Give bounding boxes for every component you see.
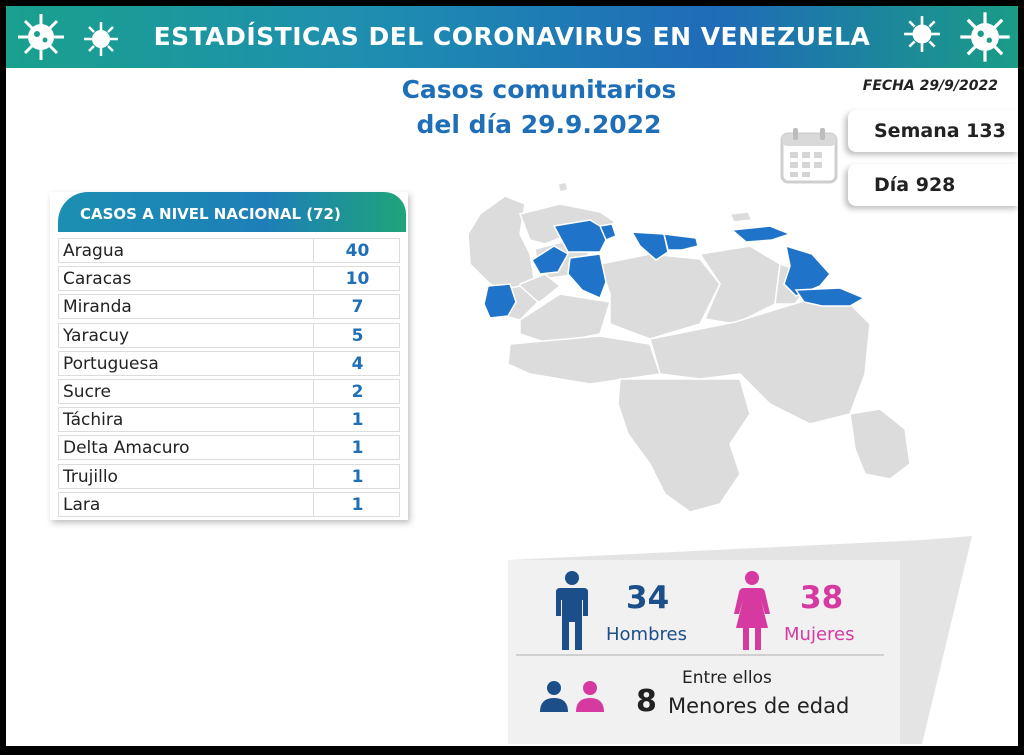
table-header: CASOS A NIVEL NACIONAL (72) bbox=[58, 192, 406, 232]
venezuela-map bbox=[467, 181, 911, 513]
minors-icon bbox=[540, 681, 604, 712]
map-state-nueva-esparta bbox=[728, 211, 754, 223]
gender-stats: 34 Hombres 38 Mujeres Entre ellos 8 Meno… bbox=[502, 526, 976, 746]
case-count: 1 bbox=[313, 464, 401, 488]
map-state-trujillo-highlight bbox=[530, 245, 570, 275]
subtitle-line-2: del día 29.9.2022 bbox=[416, 110, 662, 139]
map-state-aragua bbox=[630, 231, 669, 261]
map-state-zulia bbox=[467, 195, 536, 293]
infographic: ESTADÍSTICAS DEL CORONAVIRUS EN VENEZUEL… bbox=[6, 6, 1018, 746]
state-name: Lara bbox=[63, 494, 101, 515]
table-row: Trujillo 1 bbox=[58, 463, 401, 489]
state-name: Portuguesa bbox=[63, 353, 159, 374]
divider bbox=[516, 654, 884, 656]
table-row: Miranda 7 bbox=[58, 294, 401, 320]
map-state-miranda bbox=[663, 233, 699, 251]
case-count: 4 bbox=[313, 351, 401, 375]
map-state-anzoategui bbox=[698, 245, 781, 325]
state-name: Miranda bbox=[63, 297, 132, 318]
table-row: Aragua 40 bbox=[58, 238, 400, 263]
women-label: Mujeres bbox=[784, 624, 855, 645]
case-count: 1 bbox=[313, 436, 401, 460]
page-subtitle: Casos comunitarios del día 29.9.2022 bbox=[346, 72, 732, 142]
table-row: Sucre 2 bbox=[58, 379, 400, 404]
table-row: Yaracuy 5 bbox=[58, 322, 401, 348]
table-row: Lara 1 bbox=[58, 491, 401, 517]
table-row: Delta Amacuro 1 bbox=[58, 435, 401, 461]
map-state-yaracuy bbox=[598, 223, 617, 241]
case-count: 1 bbox=[313, 408, 401, 432]
men-count: 34 bbox=[626, 580, 670, 616]
map-state-portuguesa bbox=[567, 253, 607, 300]
map-state-monagas-highlight bbox=[794, 287, 866, 307]
virus-icon bbox=[18, 14, 64, 60]
virus-icon bbox=[904, 16, 940, 52]
case-count: 5 bbox=[313, 323, 401, 347]
week-badge: Semana 133 bbox=[848, 110, 1018, 152]
table-row: Portuguesa 4 bbox=[58, 350, 401, 376]
date-label: FECHA 29/9/2022 bbox=[862, 78, 998, 94]
case-count: 40 bbox=[313, 239, 401, 262]
day-badge: Día 928 bbox=[848, 164, 1018, 206]
woman-icon bbox=[734, 571, 770, 650]
cases-table: CASOS A NIVEL NACIONAL (72) Aragua 40 Cara… bbox=[50, 192, 408, 520]
man-icon bbox=[556, 571, 588, 650]
header-title: ESTADÍSTICAS DEL CORONAVIRUS EN VENEZUEL… bbox=[153, 22, 871, 51]
map-island bbox=[557, 181, 569, 193]
case-count: 2 bbox=[313, 380, 401, 403]
subtitle-line-1: Casos comunitarios bbox=[401, 75, 677, 104]
map-state-guarico bbox=[599, 253, 721, 340]
table-row: Caracas 10 bbox=[58, 266, 401, 292]
header-banner: ESTADÍSTICAS DEL CORONAVIRUS EN VENEZUEL… bbox=[6, 6, 1018, 68]
map-state-barinas bbox=[519, 293, 611, 345]
map-state-amazonas bbox=[617, 378, 751, 513]
state-name: Aragua bbox=[63, 241, 125, 261]
state-name: Táchira bbox=[63, 410, 124, 431]
virus-icon bbox=[84, 22, 118, 56]
map-state-sucre bbox=[730, 225, 793, 243]
state-name: Yaracuy bbox=[63, 325, 130, 346]
women-count: 38 bbox=[800, 580, 844, 616]
case-count: 10 bbox=[313, 267, 401, 291]
state-name: Delta Amacuro bbox=[63, 438, 190, 459]
calendar-icon bbox=[780, 128, 838, 184]
gender-panel-shape bbox=[508, 536, 972, 744]
map-state-apure bbox=[507, 335, 661, 385]
map-state-guayana-south bbox=[849, 408, 911, 480]
case-count: 7 bbox=[313, 295, 401, 319]
map-state-tachira bbox=[483, 283, 517, 319]
minors-label: Menores de edad bbox=[668, 694, 850, 718]
state-name: Sucre bbox=[63, 382, 111, 402]
state-name: Trujillo bbox=[63, 466, 118, 487]
state-name: Caracas bbox=[63, 269, 132, 290]
case-count: 1 bbox=[313, 492, 401, 516]
minors-count: 8 bbox=[636, 684, 657, 719]
men-label: Hombres bbox=[606, 624, 687, 645]
map-state-lara-highlight bbox=[552, 219, 611, 253]
among-label: Entre ellos bbox=[682, 668, 772, 688]
table-row: Táchira 1 bbox=[58, 407, 401, 433]
virus-icon bbox=[960, 12, 1010, 62]
